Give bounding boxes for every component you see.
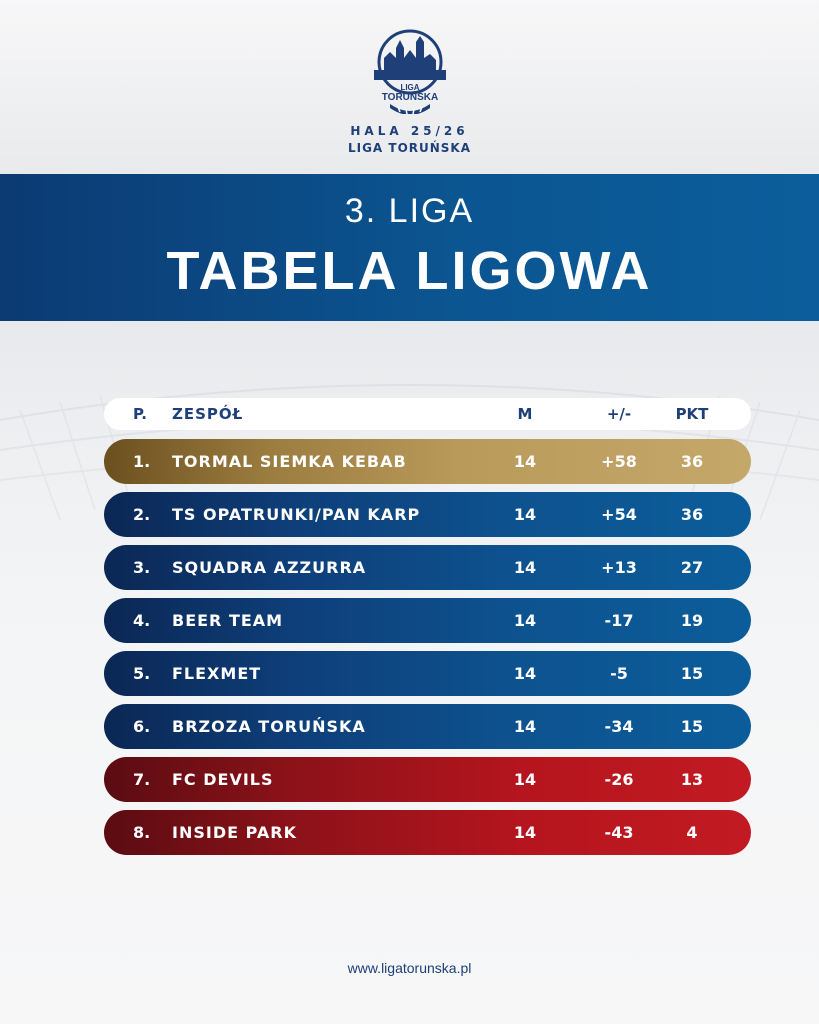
logo-text: LIGA TORUŃSKA bbox=[382, 83, 438, 103]
top-background bbox=[0, 0, 819, 175]
column-header-points: PKT bbox=[675, 405, 709, 423]
row-goal-difference: -17 bbox=[604, 611, 634, 630]
row-position: 8. bbox=[133, 823, 151, 842]
row-team-name: TS OPATRUNKI/PAN KARP bbox=[172, 505, 421, 524]
row-team-name: BRZOZA TORUŃSKA bbox=[172, 717, 366, 736]
table-row: 7. FC DEVILS 14 -26 13 bbox=[104, 757, 751, 802]
row-matches: 14 bbox=[513, 505, 537, 524]
title-banner bbox=[0, 174, 819, 321]
row-matches: 14 bbox=[513, 717, 537, 736]
row-position: 1. bbox=[133, 452, 151, 471]
row-team-name: INSIDE PARK bbox=[172, 823, 297, 842]
league-level: 3. LIGA bbox=[344, 192, 475, 230]
column-header-team: ZESPÓŁ bbox=[172, 405, 244, 423]
column-header-matches: M bbox=[517, 405, 533, 423]
page-title: TABELA LIGOWA bbox=[166, 241, 653, 301]
row-position: 4. bbox=[133, 611, 151, 630]
row-matches: 14 bbox=[513, 770, 537, 789]
table-row: 1. TORMAL SIEMKA KEBAB 14 +58 36 bbox=[104, 439, 751, 484]
row-goal-difference: -5 bbox=[610, 664, 628, 683]
row-matches: 14 bbox=[513, 558, 537, 577]
row-position: 6. bbox=[133, 717, 151, 736]
row-position: 3. bbox=[133, 558, 151, 577]
row-matches: 14 bbox=[513, 664, 537, 683]
row-team-name: FLEXMET bbox=[172, 664, 262, 683]
league-organization-name: LIGA TORUŃSKA bbox=[347, 141, 472, 155]
season-label: HALA 25/26 bbox=[350, 124, 469, 138]
row-goal-difference: +54 bbox=[601, 505, 637, 524]
row-position: 7. bbox=[133, 770, 151, 789]
website-link[interactable]: www.ligatorunska.pl bbox=[347, 960, 472, 976]
table-row: 6. BRZOZA TORUŃSKA 14 -34 15 bbox=[104, 704, 751, 749]
row-goal-difference: -34 bbox=[604, 717, 634, 736]
row-points: 36 bbox=[680, 452, 704, 471]
row-matches: 14 bbox=[513, 452, 537, 471]
row-goal-difference: -26 bbox=[604, 770, 634, 789]
row-points: 19 bbox=[680, 611, 704, 630]
row-points: 15 bbox=[680, 717, 704, 736]
table-row: 5. FLEXMET 14 -5 15 bbox=[104, 651, 751, 696]
row-team-name: FC DEVILS bbox=[172, 770, 274, 789]
table-row: 2. TS OPATRUNKI/PAN KARP 14 +54 36 bbox=[104, 492, 751, 537]
table-row: 8. INSIDE PARK 14 -43 4 bbox=[104, 810, 751, 855]
row-team-name: TORMAL SIEMKA KEBAB bbox=[172, 452, 407, 471]
row-position: 5. bbox=[133, 664, 151, 683]
liga-torunska-logo: LIGA TORUŃSKA bbox=[374, 29, 446, 114]
row-goal-difference: +58 bbox=[601, 452, 637, 471]
row-matches: 14 bbox=[513, 611, 537, 630]
row-team-name: BEER TEAM bbox=[172, 611, 284, 630]
row-goal-difference: +13 bbox=[601, 558, 637, 577]
logo-text-torunska: TORUŃSKA bbox=[382, 90, 438, 103]
column-header-position: P. bbox=[133, 405, 147, 423]
row-team-name: SQUADRA AZZURRA bbox=[172, 558, 367, 577]
table-header: P. ZESPÓŁ M +/- PKT bbox=[104, 398, 751, 430]
row-position: 2. bbox=[133, 505, 151, 524]
row-points: 27 bbox=[680, 558, 704, 577]
row-goal-difference: -43 bbox=[604, 823, 634, 842]
table-row: 3. SQUADRA AZZURRA 14 +13 27 bbox=[104, 545, 751, 590]
table-row: 4. BEER TEAM 14 -17 19 bbox=[104, 598, 751, 643]
logo-text-liga: LIGA bbox=[400, 83, 419, 92]
league-table: P. ZESPÓŁ M +/- PKT 1. TORMAL SIEMKA KEB… bbox=[104, 398, 751, 855]
row-points: 13 bbox=[680, 770, 704, 789]
row-points: 36 bbox=[680, 505, 704, 524]
row-matches: 14 bbox=[513, 823, 537, 842]
row-points: 4 bbox=[686, 823, 698, 842]
row-points: 15 bbox=[680, 664, 704, 683]
column-header-goal-difference: +/- bbox=[606, 405, 632, 423]
